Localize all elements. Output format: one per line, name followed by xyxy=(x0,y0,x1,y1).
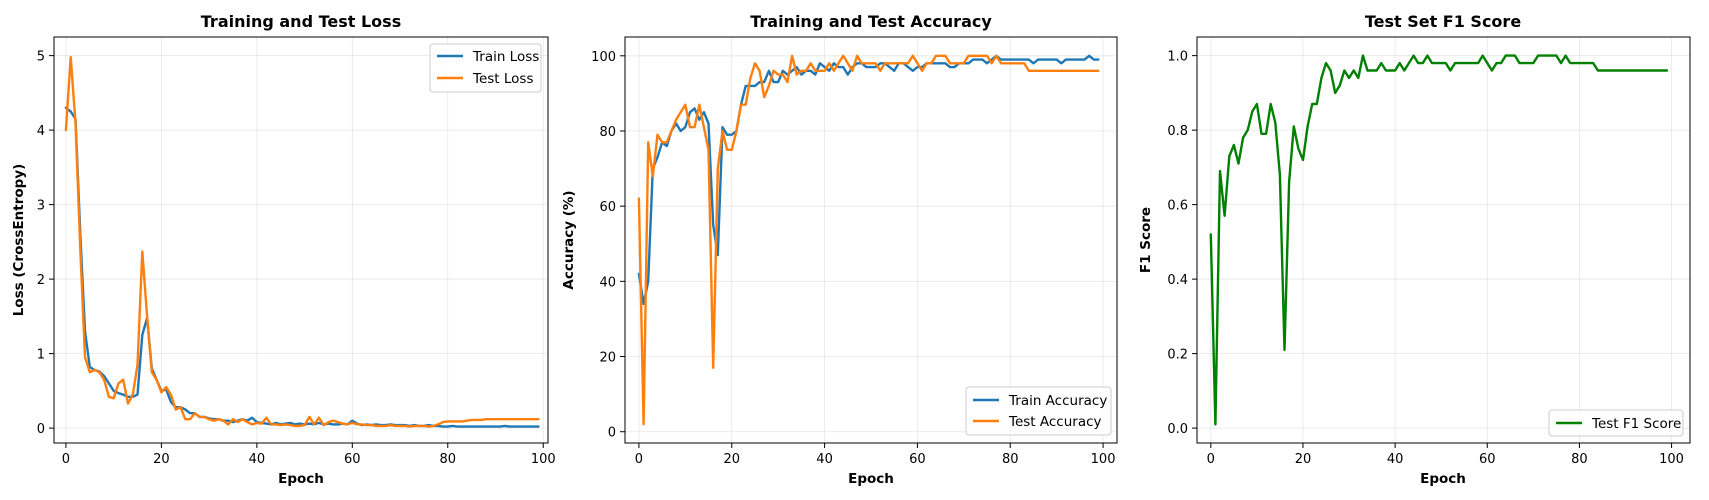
loss-legend-label-train: Train Loss xyxy=(472,49,539,65)
accuracy-x-ticks: 0 20 40 60 80 100 xyxy=(635,443,1116,467)
accuracy-x-tick-label: 80 xyxy=(1002,452,1019,467)
accuracy-chart-title: Training and Test Accuracy xyxy=(750,12,992,31)
accuracy-legend-label-test: Test Accuracy xyxy=(1008,414,1102,430)
accuracy-legend: Train Accuracy Test Accuracy xyxy=(965,386,1112,436)
f1-y-ticks: 0.0 0.2 0.4 0.6 0.8 1.0 xyxy=(1167,50,1197,437)
accuracy-x-tick-label: 0 xyxy=(635,452,643,467)
loss-x-tick-label: 40 xyxy=(249,452,266,467)
f1-legend-box xyxy=(1548,409,1684,437)
accuracy-y-tick-label: 0 xyxy=(608,426,616,441)
loss-x-tick-label: 0 xyxy=(62,452,70,467)
f1-y-tick-label: 1.0 xyxy=(1167,50,1188,65)
accuracy-x-axis-label: Epoch xyxy=(848,471,894,487)
f1-x-tick-label: 40 xyxy=(1387,452,1404,467)
accuracy-y-axis-label: Accuracy (%) xyxy=(561,190,577,289)
f1-legend: Test F1 Score xyxy=(1548,409,1684,437)
loss-y-axis-label: Loss (CrossEntropy) xyxy=(11,164,27,317)
loss-x-tick-label: 80 xyxy=(439,452,456,467)
f1-x-ticks: 0 20 40 60 80 100 xyxy=(1207,443,1684,467)
accuracy-axes-frame xyxy=(624,36,1118,444)
f1-x-tick-label: 20 xyxy=(1295,452,1312,467)
loss-legend-label-test: Test Loss xyxy=(472,71,534,87)
loss-x-tick-label: 20 xyxy=(153,452,170,467)
f1-legend-label: Test F1 Score xyxy=(1591,416,1681,432)
accuracy-y-tick-label: 80 xyxy=(599,125,616,140)
f1-x-tick-label: 0 xyxy=(1207,452,1215,467)
f1-x-tick-label: 100 xyxy=(1659,452,1684,467)
f1-grid xyxy=(1197,37,1690,443)
accuracy-series xyxy=(637,54,1100,426)
loss-axes-frame xyxy=(53,36,549,444)
loss-chart-panel: Training and Test Loss 0 20 40 60 80 100 0 1 2 3… xyxy=(11,12,556,487)
accuracy-chart-panel: Training and Test Accuracy 0 20 40 60 80 100 … xyxy=(561,12,1118,487)
accuracy-y-ticks: 0 20 40 60 80 100 xyxy=(591,50,625,441)
loss-series xyxy=(64,55,540,428)
accuracy-x-tick-label: 60 xyxy=(909,452,926,467)
loss-legend: Train Loss Test Loss xyxy=(429,43,542,93)
f1-chart-title: Test Set F1 Score xyxy=(1365,12,1522,31)
loss-grid xyxy=(54,37,548,443)
loss-x-tick-label: 100 xyxy=(531,452,556,467)
f1-y-tick-label: 0.8 xyxy=(1167,124,1188,139)
accuracy-x-tick-label: 40 xyxy=(816,452,833,467)
f1-y-axis-label: F1 Score xyxy=(1138,207,1154,273)
accuracy-series-line-train-accuracy xyxy=(637,54,1100,306)
accuracy-y-tick-label: 100 xyxy=(591,50,616,65)
accuracy-x-tick-label: 100 xyxy=(1091,452,1116,467)
loss-y-tick-label: 2 xyxy=(37,273,45,288)
loss-y-tick-label: 0 xyxy=(37,422,45,437)
loss-x-ticks: 0 20 40 60 80 100 xyxy=(62,443,556,467)
accuracy-y-tick-label: 20 xyxy=(599,351,616,366)
accuracy-series-line-test-accuracy xyxy=(637,54,1100,426)
loss-x-axis-label: Epoch xyxy=(278,471,324,487)
loss-x-tick-label: 60 xyxy=(344,452,361,467)
f1-x-tick-label: 80 xyxy=(1571,452,1588,467)
accuracy-legend-label-train: Train Accuracy xyxy=(1008,393,1107,409)
f1-series-line-test-f1-score xyxy=(1209,54,1669,426)
accuracy-y-tick-label: 40 xyxy=(599,275,616,290)
loss-series-line-test-loss xyxy=(64,55,540,428)
loss-series-line-train-loss xyxy=(64,106,540,428)
f1-y-tick-label: 0.6 xyxy=(1167,199,1188,214)
f1-x-tick-label: 60 xyxy=(1479,452,1496,467)
accuracy-legend-box xyxy=(965,386,1112,436)
loss-y-tick-label: 5 xyxy=(37,50,45,65)
f1-y-tick-label: 0.0 xyxy=(1167,422,1188,437)
f1-series xyxy=(1209,54,1669,426)
loss-y-ticks: 0 1 2 3 4 5 xyxy=(37,50,54,437)
f1-x-axis-label: Epoch xyxy=(1420,471,1466,487)
accuracy-grid xyxy=(625,37,1117,443)
loss-y-tick-label: 1 xyxy=(37,348,45,363)
loss-y-tick-label: 3 xyxy=(37,199,45,214)
f1-axes-frame xyxy=(1196,36,1691,444)
f1-chart-panel: Test Set F1 Score 0 20 40 60 80 100 0.0 0.2 0.4… xyxy=(1138,12,1691,487)
accuracy-x-tick-label: 20 xyxy=(723,452,740,467)
loss-chart-title: Training and Test Loss xyxy=(201,12,401,31)
accuracy-y-tick-label: 60 xyxy=(599,200,616,215)
f1-y-tick-label: 0.4 xyxy=(1167,273,1188,288)
loss-y-tick-label: 4 xyxy=(37,124,45,139)
f1-y-tick-label: 0.2 xyxy=(1167,348,1188,363)
